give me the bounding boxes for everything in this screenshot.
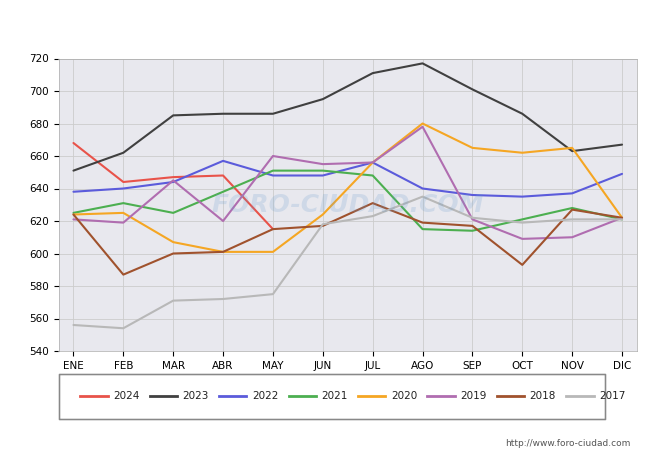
Text: 2021: 2021 bbox=[321, 391, 348, 401]
Text: 2020: 2020 bbox=[391, 391, 417, 401]
Text: 2018: 2018 bbox=[530, 391, 556, 401]
Text: Afiliados en A Lama a 31/5/2024: Afiliados en A Lama a 31/5/2024 bbox=[179, 18, 471, 36]
Text: 2024: 2024 bbox=[113, 391, 140, 401]
Text: 2019: 2019 bbox=[460, 391, 487, 401]
Text: 2023: 2023 bbox=[183, 391, 209, 401]
Text: 2017: 2017 bbox=[599, 391, 625, 401]
Text: FORO-CIUDAD.COM: FORO-CIUDAD.COM bbox=[211, 193, 484, 217]
Text: 2022: 2022 bbox=[252, 391, 278, 401]
Text: http://www.foro-ciudad.com: http://www.foro-ciudad.com bbox=[505, 439, 630, 448]
